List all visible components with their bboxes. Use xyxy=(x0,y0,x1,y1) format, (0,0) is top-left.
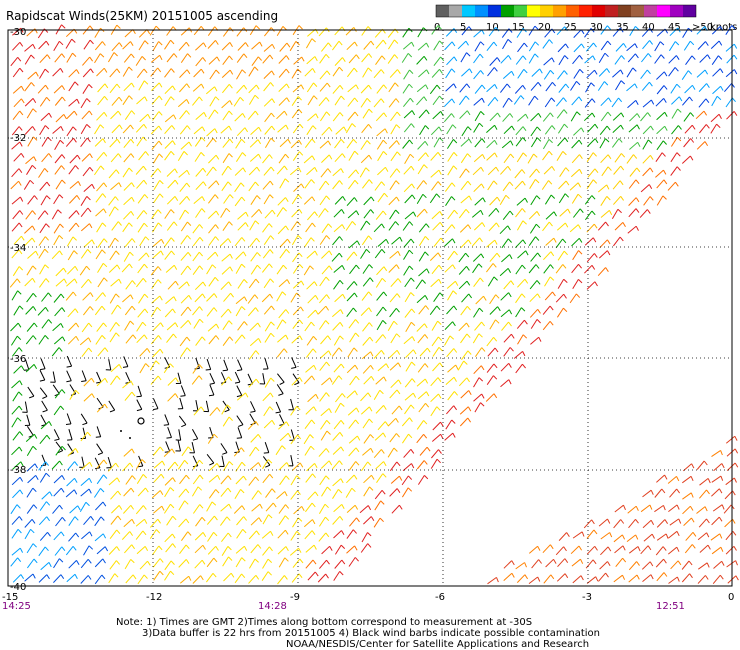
lon-label: -3 xyxy=(582,592,592,603)
legend-tick: 10 xyxy=(486,22,499,33)
legend-tick: 45 xyxy=(668,22,681,33)
legend-swatch xyxy=(644,5,657,17)
lat-labels: -30 -32 -34 -36 -38 -40 xyxy=(10,27,26,593)
legend-tick: 20 xyxy=(538,22,551,33)
lon-label: -12 xyxy=(146,592,162,603)
legend-swatch xyxy=(449,5,462,17)
time-label: 14:25 xyxy=(2,601,31,612)
legend-swatch xyxy=(540,5,553,17)
time-labels: 14:25 14:28 12:51 xyxy=(2,601,685,612)
legend-tick: 15 xyxy=(512,22,525,33)
legend-tick: 40 xyxy=(642,22,655,33)
plot-area xyxy=(7,24,739,587)
legend-swatch xyxy=(631,5,644,17)
plot-frame xyxy=(7,29,733,587)
legend-swatch xyxy=(592,5,605,17)
legend: 051015202530354045>50 knots xyxy=(434,4,737,33)
legend-swatch xyxy=(683,5,696,17)
legend-swatch xyxy=(553,5,566,17)
legend-swatch xyxy=(475,5,488,17)
legend-colorbar xyxy=(435,4,697,18)
lon-label: -6 xyxy=(435,592,445,603)
lat-lon-grid xyxy=(8,30,732,586)
wind-barbs xyxy=(9,24,739,585)
legend-tick-labels: 051015202530354045>50 xyxy=(434,22,713,33)
legend-swatch xyxy=(579,5,592,17)
lat-label: -36 xyxy=(10,354,26,365)
legend-swatch xyxy=(462,5,475,17)
time-label: 12:51 xyxy=(656,601,685,612)
legend-swatch xyxy=(488,5,501,17)
lon-label: -9 xyxy=(290,592,300,603)
legend-unit: knots xyxy=(710,22,737,33)
legend-tick: 35 xyxy=(616,22,629,33)
lat-label: -34 xyxy=(10,243,26,254)
note-line-1: Note: 1) Times are GMT 2)Times along bot… xyxy=(116,617,532,628)
legend-swatch xyxy=(566,5,579,17)
lat-label: -40 xyxy=(10,582,26,593)
lon-label: 0 xyxy=(728,592,734,603)
legend-swatch xyxy=(436,5,449,17)
time-label: 14:28 xyxy=(258,601,287,612)
island-marker xyxy=(137,417,145,425)
legend-swatch xyxy=(605,5,618,17)
lon-label: -15 xyxy=(2,592,18,603)
legend-swatch xyxy=(527,5,540,17)
legend-swatch xyxy=(501,5,514,17)
lat-label: -32 xyxy=(10,133,26,144)
legend-swatch xyxy=(670,5,683,17)
lat-label: -38 xyxy=(10,465,26,476)
legend-swatch xyxy=(657,5,670,17)
note-line-3: NOAA/NESDIS/Center for Satellite Applica… xyxy=(286,639,589,650)
footnotes: Note: 1) Times are GMT 2)Times along bot… xyxy=(116,617,600,650)
note-line-2: 3)Data buffer is 22 hrs from 20151005 4)… xyxy=(142,628,600,639)
map-title: Rapidscat Winds(25KM) 20151005 ascending xyxy=(6,9,278,23)
legend-swatch xyxy=(514,5,527,17)
legend-tick: 25 xyxy=(564,22,577,33)
lon-labels: -15 -12 -9 -6 -3 0 xyxy=(2,592,734,603)
legend-tick: >50 xyxy=(692,22,713,33)
legend-tick: 5 xyxy=(460,22,466,33)
legend-swatch xyxy=(618,5,631,17)
lat-label: -30 xyxy=(10,27,26,38)
legend-tick: 30 xyxy=(590,22,603,33)
